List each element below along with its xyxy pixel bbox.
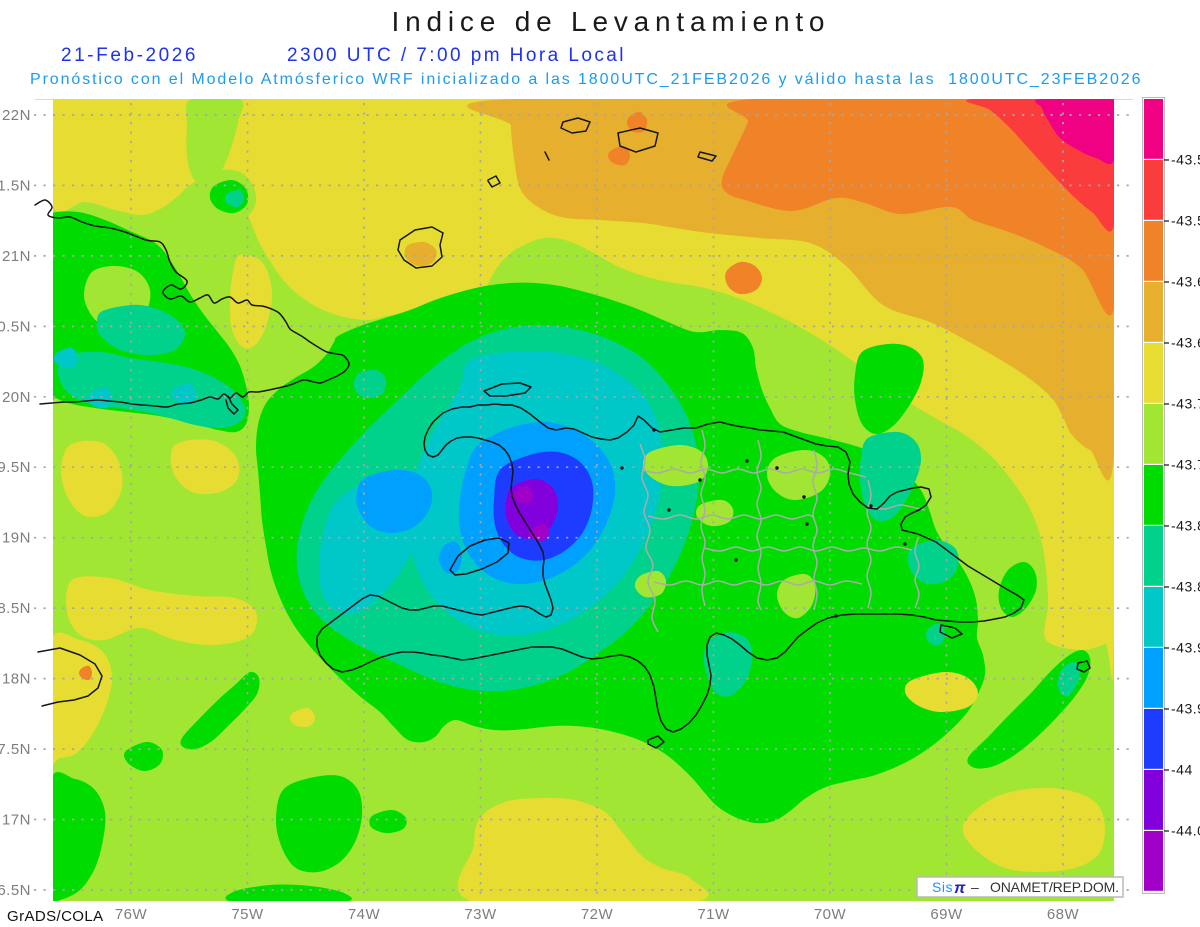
svg-text:8.5N: 8.5N — [0, 600, 31, 617]
svg-text:2300 UTC / 7:00 pm Hora Local: 2300 UTC / 7:00 pm Hora Local — [287, 45, 625, 66]
svg-text:7.5N: 7.5N — [0, 741, 31, 758]
svg-text:17N: 17N — [2, 812, 31, 829]
svg-text:-43.7: -43.7 — [1171, 396, 1200, 412]
svg-text:-43.5: -43.5 — [1171, 213, 1200, 229]
svg-text:21N: 21N — [2, 248, 31, 265]
svg-text:Sis: Sis — [932, 879, 953, 895]
svg-text:72W: 72W — [581, 906, 614, 923]
svg-text:-43.8: -43.8 — [1171, 518, 1200, 534]
svg-text:-43.8: -43.8 — [1171, 579, 1200, 595]
svg-text:-43.9: -43.9 — [1171, 640, 1200, 656]
svg-text:-43.7: -43.7 — [1171, 457, 1200, 473]
svg-text:70W: 70W — [814, 906, 847, 923]
svg-text:69W: 69W — [930, 906, 963, 923]
svg-text:1.5N: 1.5N — [0, 177, 31, 194]
svg-text:19N: 19N — [2, 530, 31, 547]
svg-text:-43.6: -43.6 — [1171, 274, 1200, 290]
svg-text:20N: 20N — [2, 389, 31, 406]
svg-text:22N: 22N — [2, 107, 31, 124]
svg-text:9.5N: 9.5N — [0, 459, 31, 476]
svg-text:6.5N: 6.5N — [0, 882, 31, 899]
svg-text:-44.0: -44.0 — [1171, 823, 1200, 839]
svg-text:71W: 71W — [697, 906, 730, 923]
svg-text:68W: 68W — [1047, 906, 1080, 923]
svg-text:74W: 74W — [348, 906, 381, 923]
svg-text:Indice de Levantamiento: Indice de Levantamiento — [392, 6, 829, 37]
svg-text:Pronóstico con el Modelo Atmós: Pronóstico con el Modelo Atmósferico WRF… — [30, 71, 1141, 88]
svg-text:GrADS/COLA: GrADS/COLA — [7, 908, 104, 925]
svg-text:-43.6: -43.6 — [1171, 335, 1200, 351]
svg-text:76W: 76W — [115, 906, 148, 923]
svg-text:-43.5: -43.5 — [1171, 152, 1200, 168]
svg-text:0.5N: 0.5N — [0, 318, 31, 335]
svg-text:ONAMET/REP.DOM.: ONAMET/REP.DOM. — [990, 879, 1119, 895]
svg-text:π: π — [954, 880, 966, 897]
svg-text:-44: -44 — [1171, 762, 1193, 778]
svg-text:73W: 73W — [464, 906, 497, 923]
svg-text:18N: 18N — [2, 671, 31, 688]
svg-text:75W: 75W — [231, 906, 264, 923]
svg-text:21-Feb-2026: 21-Feb-2026 — [61, 45, 197, 66]
svg-text:–: – — [971, 879, 979, 895]
svg-text:-43.9: -43.9 — [1171, 701, 1200, 717]
